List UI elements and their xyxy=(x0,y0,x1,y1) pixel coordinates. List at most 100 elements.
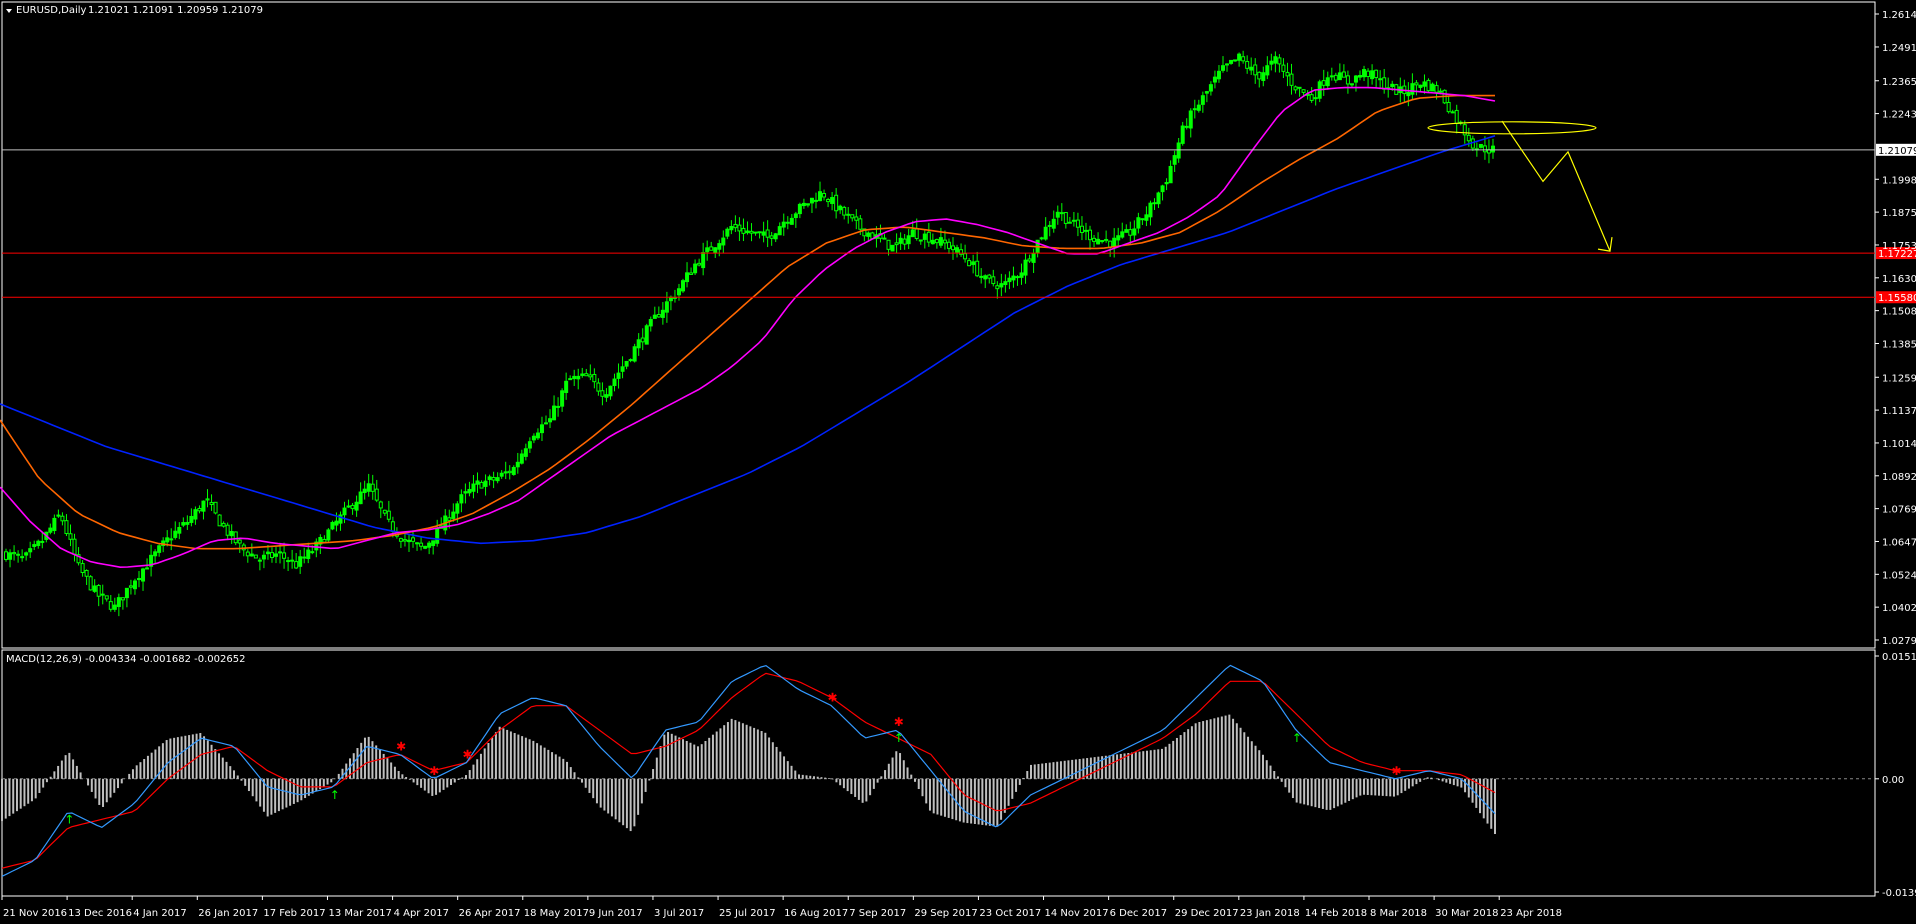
candle-body xyxy=(318,537,323,545)
time-tick-label: 29 Dec 2017 xyxy=(1175,908,1239,919)
candle-body xyxy=(1136,217,1141,229)
candle-body xyxy=(801,202,806,207)
candle-body xyxy=(390,521,395,532)
time-tick-label: 4 Apr 2017 xyxy=(394,908,449,919)
candle-body xyxy=(382,509,387,514)
candle-body xyxy=(858,218,863,230)
candle-body xyxy=(934,238,939,244)
candle-body xyxy=(72,538,77,555)
candle-body xyxy=(229,531,234,537)
candle-body xyxy=(350,504,355,510)
candle-body xyxy=(1112,237,1117,248)
chart-ohlc-values: 1.21021 1.21091 1.20959 1.21079 xyxy=(88,5,263,16)
buy-arrow-icon: ↑ xyxy=(64,812,74,826)
candle-body xyxy=(1168,165,1173,184)
candle-body xyxy=(1092,237,1097,242)
candle-body xyxy=(378,501,383,509)
candle-body xyxy=(910,229,915,238)
candle-body xyxy=(274,553,279,557)
candle-body xyxy=(1253,64,1258,76)
candle-body xyxy=(1478,143,1483,148)
candle-body xyxy=(894,242,899,246)
candle-body xyxy=(1059,212,1064,215)
candle-body xyxy=(826,198,831,203)
candle-body xyxy=(1382,77,1387,90)
level-price-label: 1.17227 xyxy=(1878,249,1916,260)
candle-body xyxy=(124,587,129,599)
candle-body xyxy=(165,537,170,543)
candle-body xyxy=(918,239,923,242)
price-tick-label: 1.04020 xyxy=(1882,603,1916,614)
dropdown-triangle-icon[interactable] xyxy=(6,9,12,13)
candle-body xyxy=(681,280,686,292)
candle-body xyxy=(499,472,504,477)
candle-body xyxy=(652,314,657,319)
candle-body xyxy=(1378,78,1383,81)
candle-body xyxy=(1462,124,1467,136)
candle-body xyxy=(36,540,41,546)
candle-body xyxy=(1132,228,1137,236)
sell-arrow-icon: ✱ xyxy=(1391,764,1401,778)
time-tick-label: 13 Dec 2016 xyxy=(68,908,132,919)
candle-body xyxy=(48,527,53,533)
candle-body xyxy=(539,424,544,434)
candle-body xyxy=(761,231,766,236)
candle-body xyxy=(1104,238,1109,242)
time-tick-label: 29 Sep 2017 xyxy=(914,908,977,919)
candle-body xyxy=(737,224,742,232)
candle-body xyxy=(1321,80,1326,86)
macd-main-line xyxy=(1,664,1496,877)
candle-body xyxy=(92,585,97,592)
ma-fast-line xyxy=(0,86,1496,569)
candle-body xyxy=(705,247,710,253)
candle-body xyxy=(1051,218,1056,229)
candle-body xyxy=(80,563,85,574)
candle-body xyxy=(157,545,162,553)
candle-body xyxy=(1454,109,1459,124)
candle-body xyxy=(697,262,702,266)
candle-body xyxy=(463,491,468,494)
time-axis: 21 Nov 2016 13 Dec 2016 4 Jan 2017 26 Jan 2… xyxy=(1,896,1562,919)
candle-body xyxy=(785,221,790,224)
price-tick-label: 1.13855 xyxy=(1882,339,1916,350)
ellipse-annotation[interactable] xyxy=(1427,121,1597,135)
projection-arrow-line[interactable] xyxy=(1501,120,1611,252)
macd-tick-label: -0.01393 xyxy=(1882,888,1916,899)
time-tick-label: 18 May 2017 xyxy=(524,908,589,919)
time-tick-label: 14 Feb 2018 xyxy=(1305,908,1367,919)
candle-body xyxy=(1249,66,1254,71)
candle-body xyxy=(1031,253,1036,263)
candle-body xyxy=(411,537,416,542)
candle-body xyxy=(1047,224,1052,227)
candle-body xyxy=(890,244,895,252)
candle-body xyxy=(1208,84,1213,92)
candle-body xyxy=(1438,90,1443,93)
time-tick-label: 4 Jan 2017 xyxy=(133,908,187,919)
candle-body xyxy=(237,539,242,544)
candle-body xyxy=(1293,86,1298,91)
moving-averages xyxy=(0,86,1496,569)
candle-body xyxy=(1430,83,1435,92)
candle-body xyxy=(777,226,782,236)
candle-body xyxy=(1083,229,1088,232)
candle-body xyxy=(946,241,951,249)
candle-body xyxy=(531,435,536,441)
candle-body xyxy=(330,521,335,530)
candle-body xyxy=(628,359,633,362)
candle-body xyxy=(1281,64,1286,72)
candle-body xyxy=(173,530,178,538)
candle-body xyxy=(1071,219,1076,222)
candle-body xyxy=(1043,226,1048,240)
candle-body xyxy=(1406,92,1411,97)
candle-body xyxy=(294,561,299,569)
candle-body xyxy=(362,488,367,494)
candle-body xyxy=(1257,71,1262,80)
current-price-badge xyxy=(1876,143,1916,156)
price-tick-label: 1.10145 xyxy=(1882,439,1916,450)
candle-body xyxy=(302,556,307,559)
sell-arrow-icon: ✱ xyxy=(429,764,439,778)
candle-body xyxy=(769,235,774,239)
candle-body xyxy=(314,541,319,551)
candle-body xyxy=(475,480,480,485)
